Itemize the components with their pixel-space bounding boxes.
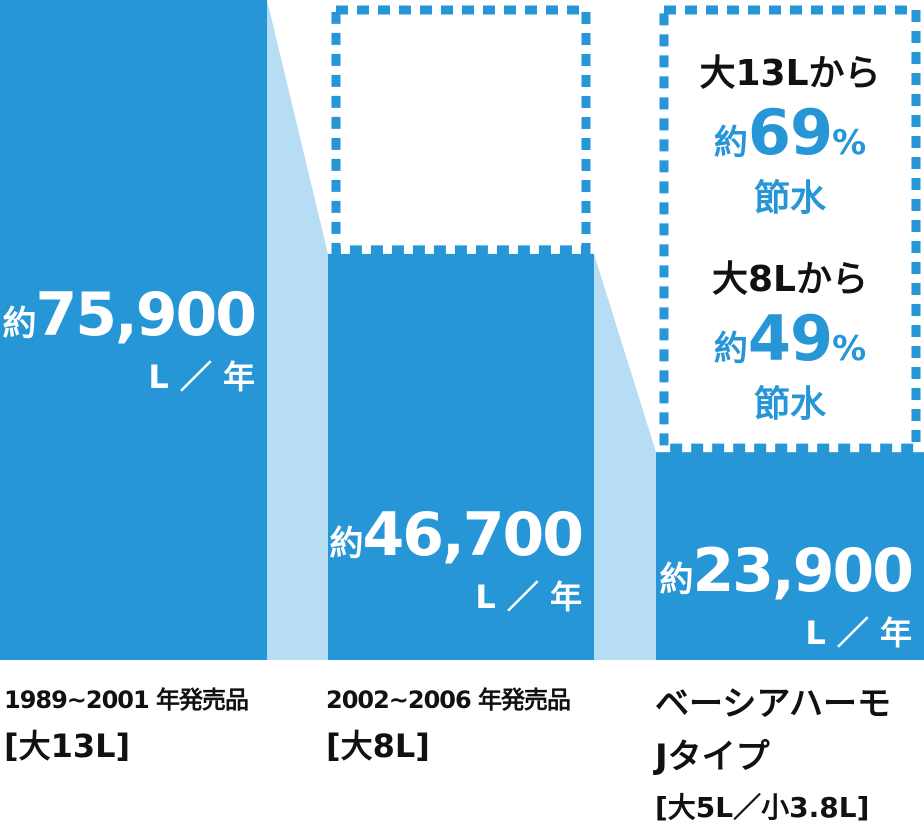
connector-2002-to-basia — [594, 253, 656, 661]
bar-2002 — [328, 253, 594, 661]
category-label-1989: 1989~2001 年発売品 [大13L] — [4, 686, 249, 765]
value-label-2002: 約46,700 L ／ 年 — [329, 499, 584, 616]
category-label-basia: ベーシアハーモ Jタイプ [大5L／小3.8L] — [655, 684, 891, 824]
category-label-2002: 2002~2006 年発売品 [大8L] — [326, 686, 571, 765]
previous-level-outline-2002 — [331, 5, 591, 255]
savings-from-13l: 大13Lから 約69% 節水 — [699, 53, 881, 219]
bar-basia — [656, 452, 924, 660]
value-label-basia: 約23,900 L ／ 年 — [659, 536, 914, 653]
value-label-1989: 約75,900 L ／ 年 — [2, 280, 257, 396]
previous-level-outline-basia — [659, 5, 921, 453]
connector-1989-to-2002 — [267, 0, 328, 660]
savings-from-8l: 大8Lから 約49% 節水 — [712, 259, 868, 425]
bar-1989 — [0, 0, 267, 660]
